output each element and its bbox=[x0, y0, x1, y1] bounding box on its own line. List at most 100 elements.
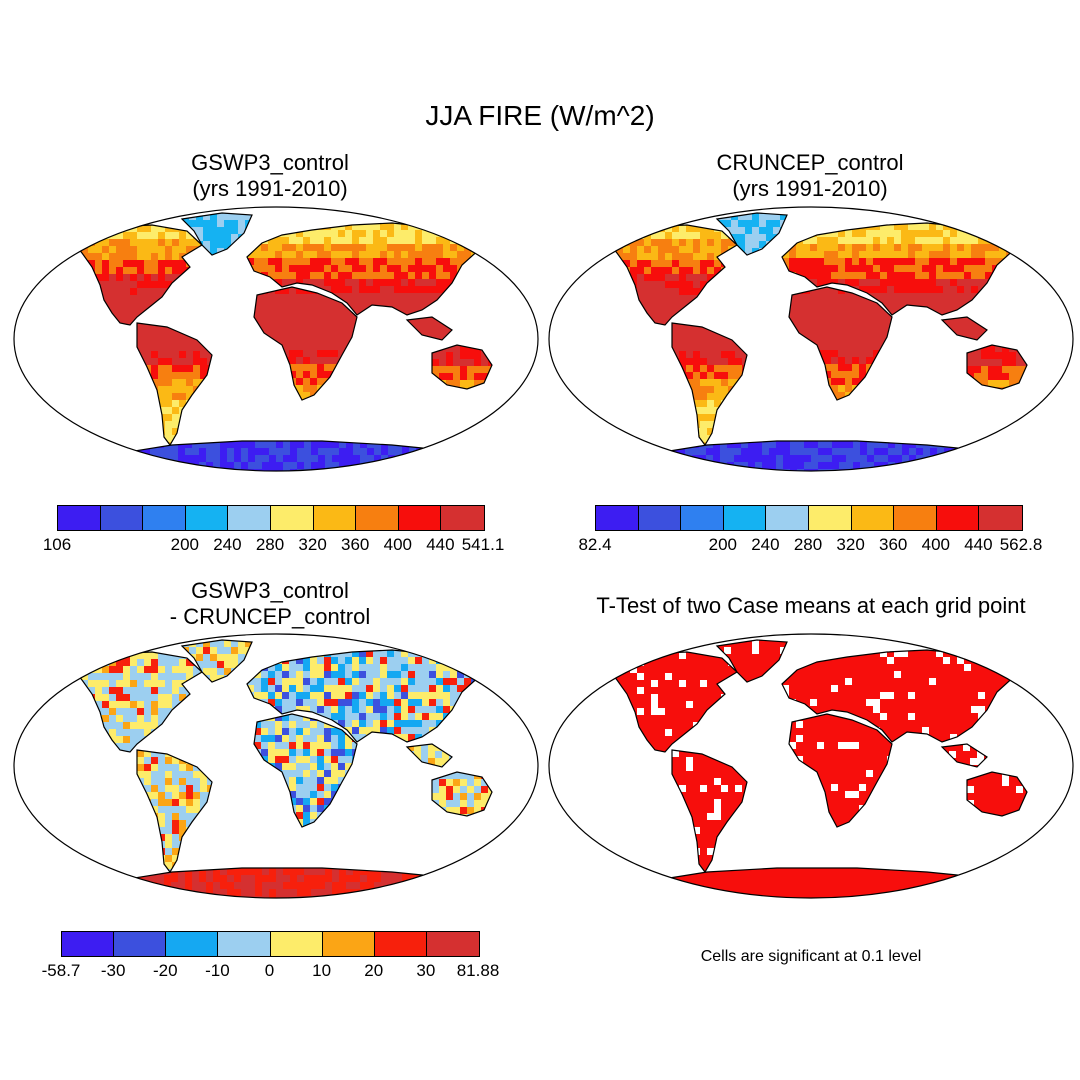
grid-cell bbox=[186, 323, 194, 331]
grid-cell bbox=[867, 448, 875, 456]
grid-cell bbox=[345, 812, 353, 820]
grid-cell bbox=[109, 309, 117, 317]
grid-cell bbox=[478, 230, 482, 238]
grid-cell bbox=[331, 265, 339, 273]
grid-cell bbox=[810, 336, 818, 344]
grid-cell bbox=[338, 399, 346, 400]
grid-cell bbox=[464, 727, 472, 735]
grid-cell bbox=[408, 699, 416, 707]
grid-cell bbox=[992, 307, 1000, 315]
grid-cell bbox=[261, 251, 269, 259]
grid-cell bbox=[213, 448, 221, 456]
grid-cell bbox=[995, 373, 1003, 381]
grid-cell bbox=[415, 706, 423, 714]
grid-cell bbox=[67, 736, 75, 744]
grid-cell bbox=[186, 428, 194, 436]
grid-cell bbox=[478, 720, 482, 728]
grid-cell bbox=[352, 812, 357, 820]
grid-cell bbox=[949, 331, 957, 339]
grid-cell bbox=[909, 455, 917, 463]
grid-cell bbox=[789, 287, 797, 295]
grid-cell bbox=[199, 868, 207, 876]
grid-cell bbox=[165, 666, 173, 674]
grid-cell bbox=[481, 366, 489, 374]
grid-cell bbox=[74, 288, 82, 296]
grid-cell bbox=[217, 213, 225, 221]
grid-cell bbox=[908, 279, 916, 287]
grid-cell bbox=[352, 650, 360, 658]
grid-cell bbox=[179, 288, 187, 296]
grid-cell bbox=[137, 834, 145, 842]
grid-cell bbox=[144, 855, 152, 863]
grid-cell bbox=[102, 687, 110, 695]
grid-cell bbox=[331, 728, 339, 736]
grid-cell bbox=[846, 462, 854, 470]
grid-cell bbox=[602, 246, 610, 254]
grid-cell bbox=[373, 230, 381, 238]
grid-cell bbox=[831, 364, 839, 372]
grid-cell bbox=[686, 330, 694, 338]
grid-cell bbox=[839, 448, 847, 456]
grid-cell bbox=[728, 393, 736, 401]
grid-cell bbox=[254, 237, 262, 245]
grid-cell bbox=[429, 685, 437, 693]
grid-cell bbox=[846, 441, 854, 449]
grid-cell bbox=[192, 441, 200, 449]
grid-cell bbox=[428, 758, 436, 766]
grid-cell bbox=[838, 315, 846, 323]
grid-cell bbox=[658, 302, 666, 310]
grid-cell bbox=[289, 237, 297, 245]
grid-cell bbox=[1013, 272, 1017, 280]
grid-cell bbox=[366, 293, 374, 301]
grid-cell bbox=[860, 441, 868, 449]
grid-cell bbox=[887, 237, 895, 245]
grid-cell bbox=[679, 421, 687, 429]
grid-cell bbox=[852, 251, 860, 259]
grid-cell bbox=[231, 234, 239, 242]
grid-cell bbox=[332, 875, 340, 883]
grid-cell bbox=[817, 223, 825, 231]
grid-cell bbox=[151, 379, 159, 387]
grid-cell bbox=[352, 307, 360, 315]
grid-cell bbox=[922, 223, 930, 231]
grid-cell bbox=[679, 386, 687, 394]
grid-cell bbox=[623, 323, 631, 325]
grid-cell bbox=[866, 286, 874, 294]
grid-cell bbox=[942, 317, 950, 325]
grid-cell bbox=[922, 314, 930, 315]
grid-cell bbox=[728, 414, 736, 422]
grid-cell bbox=[193, 302, 201, 310]
grid-cell bbox=[457, 685, 465, 693]
grid-cell bbox=[380, 734, 388, 742]
grid-cell bbox=[331, 336, 339, 344]
land-australia bbox=[967, 345, 1027, 389]
grid-cell bbox=[332, 455, 340, 463]
grid-cell bbox=[109, 701, 117, 709]
grid-cell bbox=[123, 729, 131, 737]
grid-cell bbox=[845, 357, 853, 365]
grid-cell bbox=[303, 315, 311, 323]
grid-cell bbox=[137, 659, 145, 667]
grid-cell bbox=[859, 258, 867, 266]
grid-cell bbox=[922, 300, 930, 308]
grid-cell bbox=[102, 743, 110, 751]
coastline-eurasia bbox=[246, 649, 483, 743]
grid-cell bbox=[810, 265, 818, 273]
grid-cell bbox=[859, 251, 867, 259]
grid-cell bbox=[206, 448, 214, 456]
grid-cell bbox=[268, 770, 276, 778]
grid-cell bbox=[838, 385, 846, 393]
grid-cell bbox=[401, 692, 409, 700]
grid-cell bbox=[776, 462, 784, 470]
grid-cell bbox=[207, 421, 212, 429]
grid-cell bbox=[671, 469, 679, 471]
grid-cell bbox=[880, 265, 888, 273]
grid-cell bbox=[193, 260, 201, 268]
grid-cell bbox=[303, 251, 311, 259]
grid-cell bbox=[679, 246, 687, 254]
grid-cell bbox=[296, 378, 304, 386]
grid-cell bbox=[644, 323, 652, 325]
grid-cell bbox=[415, 692, 423, 700]
grid-cell bbox=[144, 435, 152, 443]
grid-cell bbox=[151, 659, 159, 667]
